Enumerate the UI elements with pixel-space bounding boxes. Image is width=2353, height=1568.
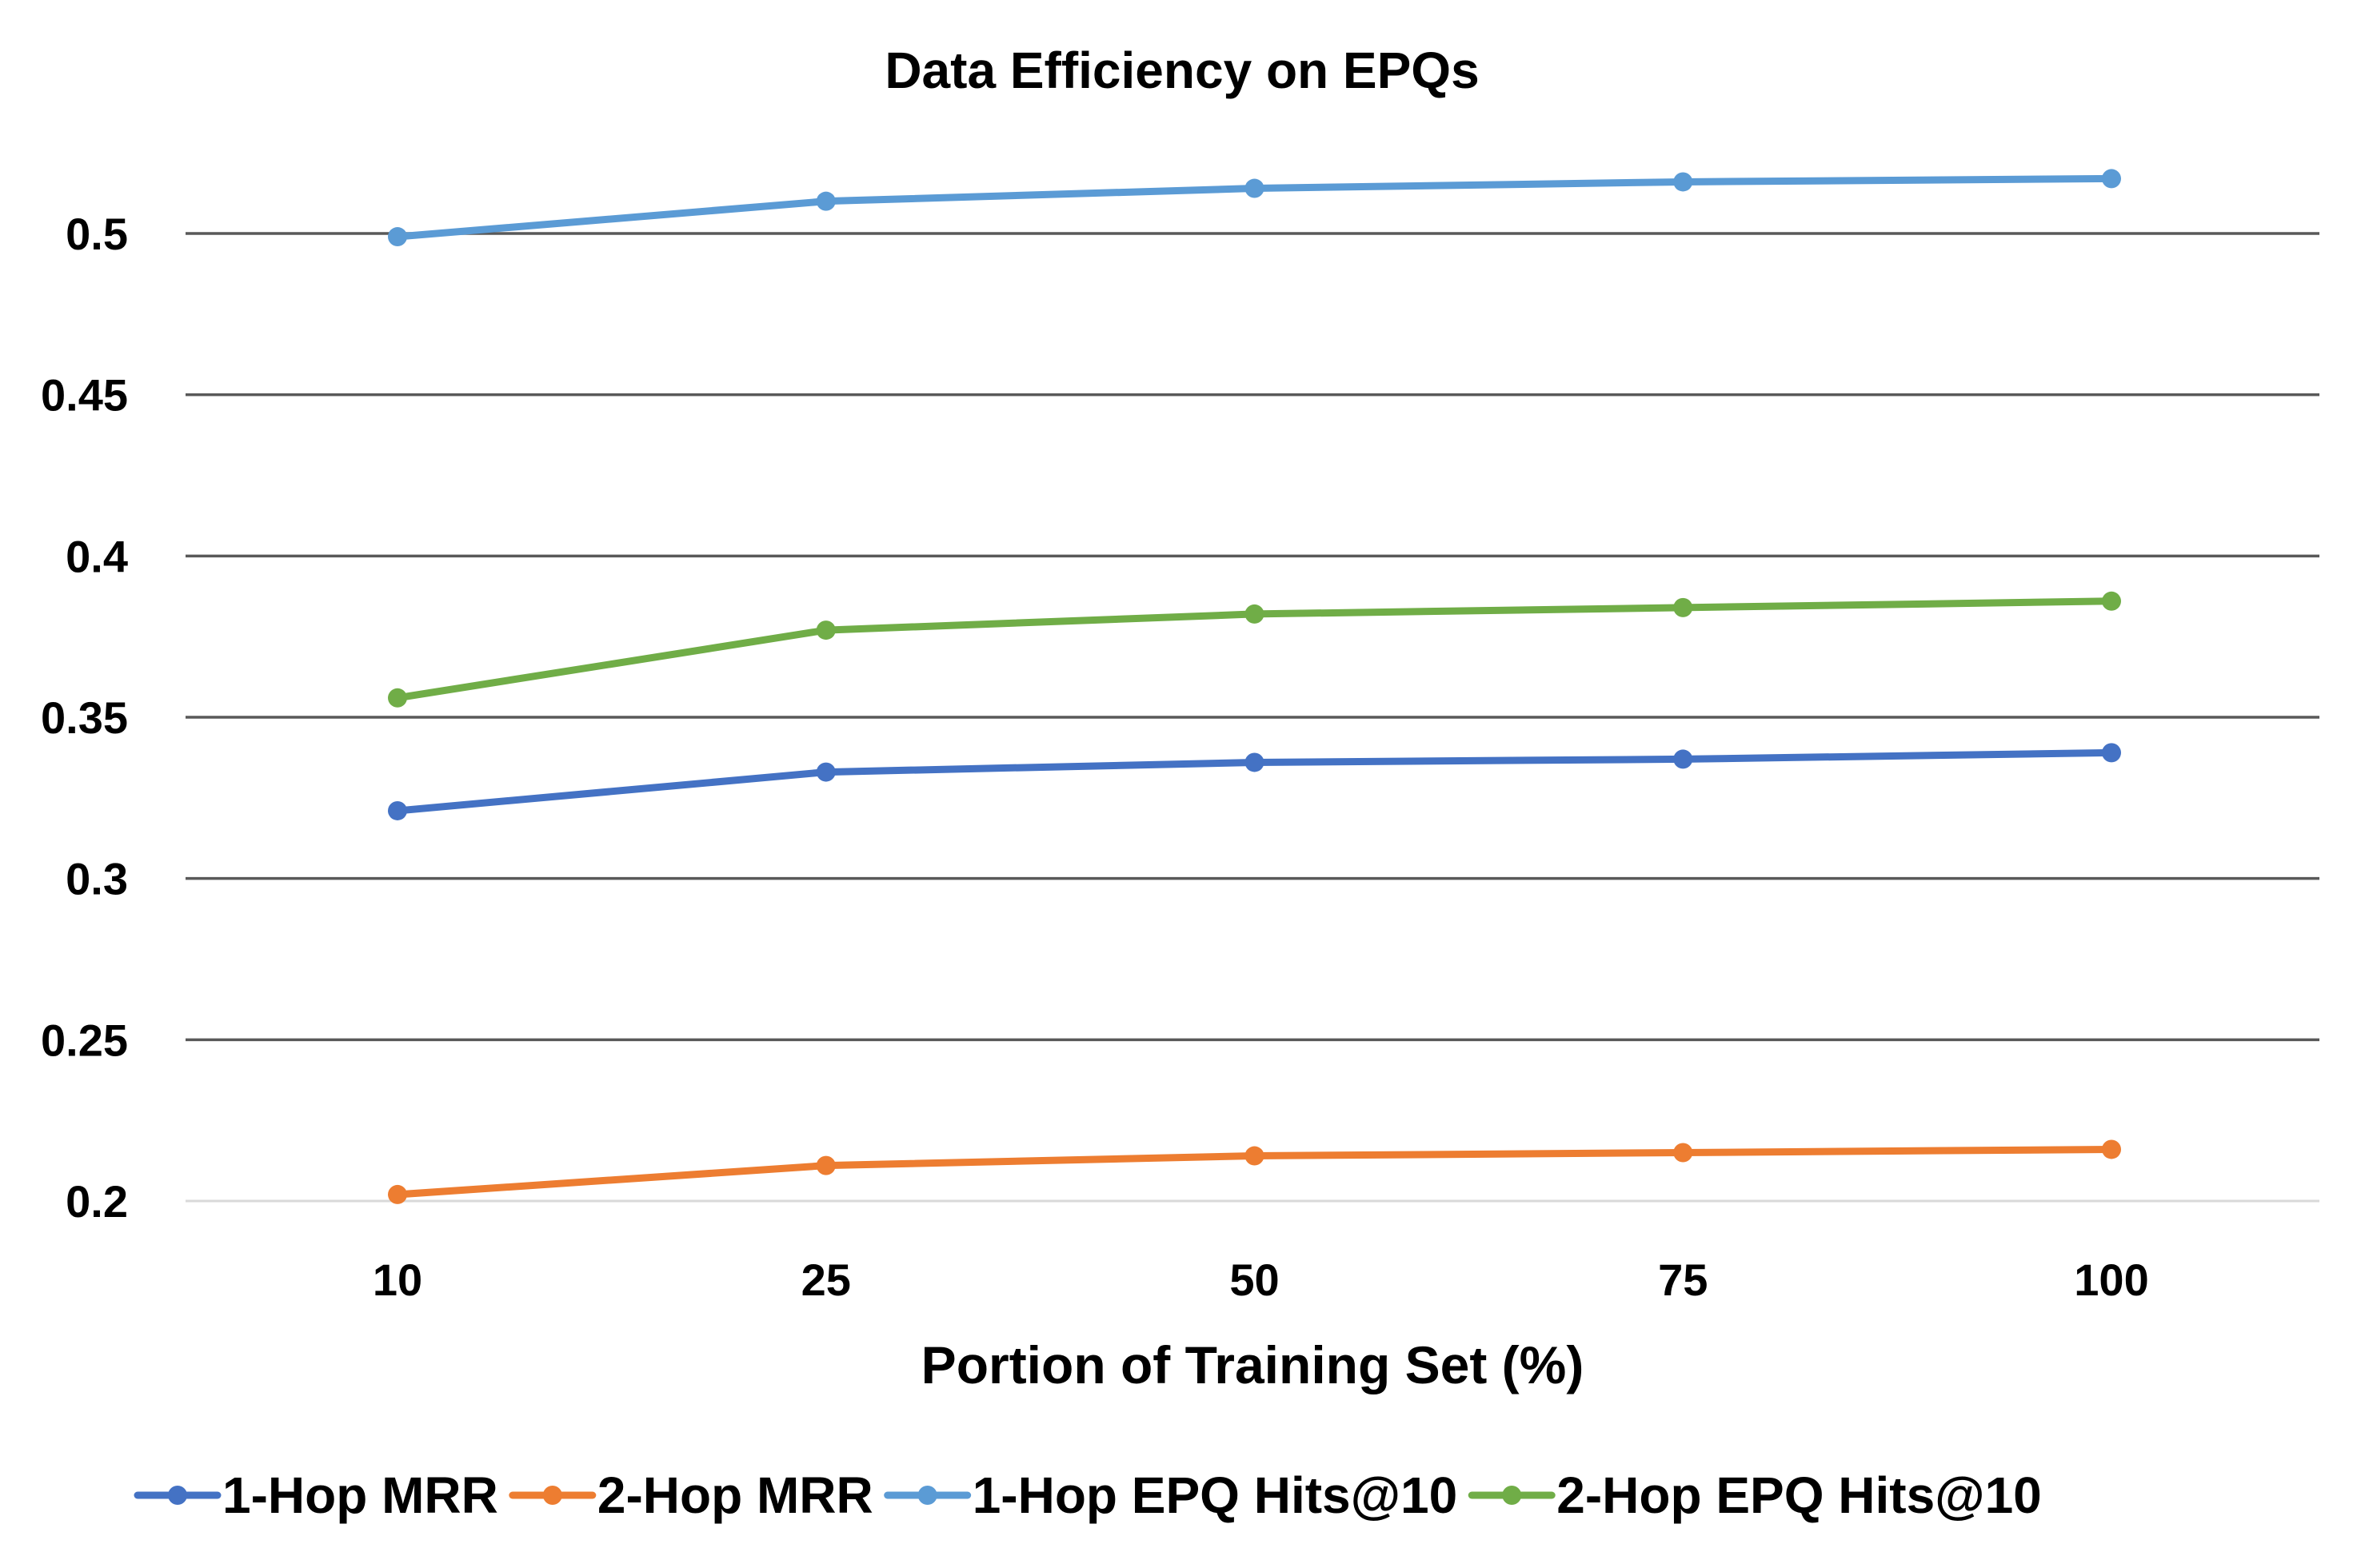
data-point <box>1244 604 1264 624</box>
y-tick-label: 0.2 <box>66 1176 128 1227</box>
x-tick-label: 25 <box>801 1255 851 1305</box>
y-tick-label: 0.25 <box>41 1015 128 1065</box>
x-tick-label: 75 <box>1658 1255 1708 1305</box>
y-tick-label: 0.3 <box>66 854 128 904</box>
data-point <box>1673 172 1693 192</box>
chart-title: Data Efficiency on EPQs <box>885 42 1479 99</box>
data-point <box>1673 749 1693 769</box>
legend-item: 1-Hop MRR <box>134 1466 498 1524</box>
data-point <box>1673 1143 1693 1163</box>
series-group <box>388 169 2121 1204</box>
data-point <box>388 688 407 708</box>
data-point <box>388 227 407 247</box>
legend-swatch-marker <box>542 1486 562 1505</box>
data-point <box>2102 591 2121 611</box>
y-axis-ticks: 0.2 0.25 0.3 0.35 0.4 0.45 0.5 <box>41 209 128 1227</box>
x-tick-label: 100 <box>2074 1255 2148 1305</box>
y-tick-label: 0.4 <box>66 531 128 581</box>
legend-swatch-marker <box>1502 1486 1522 1505</box>
x-tick-label: 10 <box>373 1255 422 1305</box>
x-axis-ticks: 10 25 50 75 100 <box>373 1255 2149 1305</box>
legend-label: 2-Hop EPQ Hits@10 <box>1556 1466 2042 1524</box>
data-point <box>2102 169 2121 189</box>
data-point <box>816 762 836 782</box>
x-axis-label: Portion of Training Set (%) <box>921 1335 1584 1394</box>
legend-item: 2-Hop MRR <box>509 1466 873 1524</box>
legend-swatch-marker <box>168 1486 187 1505</box>
legend-label: 1-Hop EPQ Hits@10 <box>973 1466 1458 1524</box>
y-tick-label: 0.45 <box>41 370 128 421</box>
y-tick-label: 0.5 <box>66 209 128 259</box>
x-tick-label: 50 <box>1229 1255 1279 1305</box>
legend-label: 1-Hop MRR <box>222 1466 498 1524</box>
legend-swatch-marker <box>917 1486 937 1505</box>
data-point <box>388 800 407 820</box>
data-point <box>1673 597 1693 617</box>
series-2 <box>388 1139 2121 1204</box>
data-point <box>816 191 836 211</box>
series-4 <box>388 591 2121 708</box>
y-tick-label: 0.35 <box>41 692 128 743</box>
data-point <box>388 1184 407 1204</box>
data-point <box>2102 1139 2121 1159</box>
data-point <box>816 1155 836 1175</box>
data-point <box>1244 1146 1264 1166</box>
data-point <box>1244 752 1264 772</box>
data-point <box>2102 743 2121 763</box>
legend-label: 2-Hop MRR <box>597 1466 873 1524</box>
series-3 <box>388 169 2121 247</box>
gridlines <box>186 232 2319 1203</box>
data-point <box>816 620 836 640</box>
legend: 1-Hop MRR 2-Hop MRR 1-Hop EPQ Hits@10 2-Hop… <box>134 1466 2042 1524</box>
series-1 <box>388 743 2121 820</box>
data-point <box>1244 178 1264 198</box>
legend-item: 1-Hop EPQ Hits@10 <box>884 1466 1458 1524</box>
legend-item: 2-Hop EPQ Hits@10 <box>1468 1466 2042 1524</box>
